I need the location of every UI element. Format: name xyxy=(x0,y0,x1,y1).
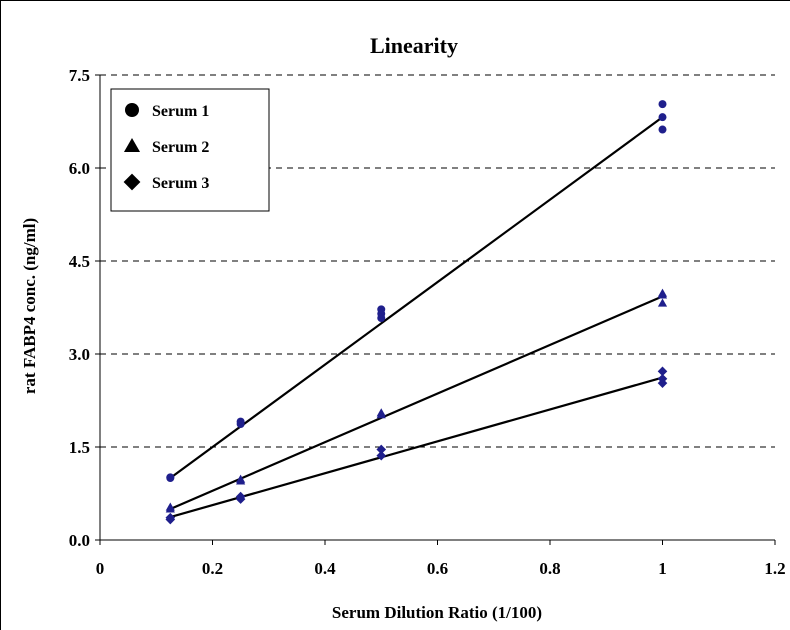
trendline-serum-3 xyxy=(170,376,663,519)
legend-label-serum-1: Serum 1 xyxy=(152,103,209,120)
y-tick-label: 6.0 xyxy=(69,159,90,178)
data-point-serum-2 xyxy=(165,502,175,511)
trendline-serum-1 xyxy=(169,116,664,479)
legend: Serum 1 Serum 2 Serum 3 xyxy=(110,88,270,212)
x-tick-label: 0.8 xyxy=(539,559,560,578)
data-point-serum-3 xyxy=(235,491,246,502)
data-point-serum-1 xyxy=(236,417,245,426)
data-point-serum-3 xyxy=(376,444,387,455)
chart-title: Linearity xyxy=(370,33,458,58)
data-point-serum-2 xyxy=(236,474,246,483)
data-point-serum-3 xyxy=(165,512,176,523)
data-point-serum-1 xyxy=(166,473,175,482)
data-point-serum-3 xyxy=(657,374,668,384)
y-tick-labels: 0.0 1.5 3.0 4.5 6.0 7.5 xyxy=(69,66,100,550)
x-tick-label: 1 xyxy=(658,559,667,578)
data-point-serum-2 xyxy=(657,288,668,297)
legend-marker-triangle xyxy=(123,137,141,153)
data-point-serum-3 xyxy=(657,366,668,377)
x-axis-label: Serum Dilution Ratio (1/100) xyxy=(332,603,542,622)
data-points xyxy=(165,100,668,525)
y-tick-label: 4.5 xyxy=(69,252,90,271)
x-tick-label: 1.2 xyxy=(764,559,785,578)
y-tick-label: 1.5 xyxy=(69,438,90,457)
data-point-serum-1 xyxy=(658,100,667,109)
legend-label-serum-3: Serum 3 xyxy=(152,175,209,192)
y-axis-label: rat FABP4 conc. (ng/ml) xyxy=(20,218,39,394)
data-point-serum-3 xyxy=(376,450,387,461)
x-tick-label: 0.4 xyxy=(314,559,336,578)
data-point-serum-1 xyxy=(658,125,667,134)
x-tick-label: 0.2 xyxy=(202,559,223,578)
data-point-serum-2 xyxy=(657,298,668,307)
trendlines xyxy=(169,116,664,519)
y-tick-label: 7.5 xyxy=(69,66,90,85)
legend-label-serum-2: Serum 2 xyxy=(152,139,209,156)
y-tick-label: 0.0 xyxy=(69,531,90,550)
x-tick-label: 0 xyxy=(96,559,105,578)
data-point-serum-1 xyxy=(377,305,386,314)
legend-marker-circle xyxy=(125,103,139,117)
data-point-serum-2 xyxy=(376,408,386,417)
x-tick-label: 0.6 xyxy=(427,559,448,578)
legend-marker-diamond xyxy=(123,173,141,191)
x-tick-labels: 0 0.2 0.4 0.6 0.8 1 1.2 xyxy=(96,540,786,578)
y-tick-label: 3.0 xyxy=(69,345,90,364)
data-point-serum-1 xyxy=(658,113,667,122)
trendline-serum-2 xyxy=(169,295,663,511)
